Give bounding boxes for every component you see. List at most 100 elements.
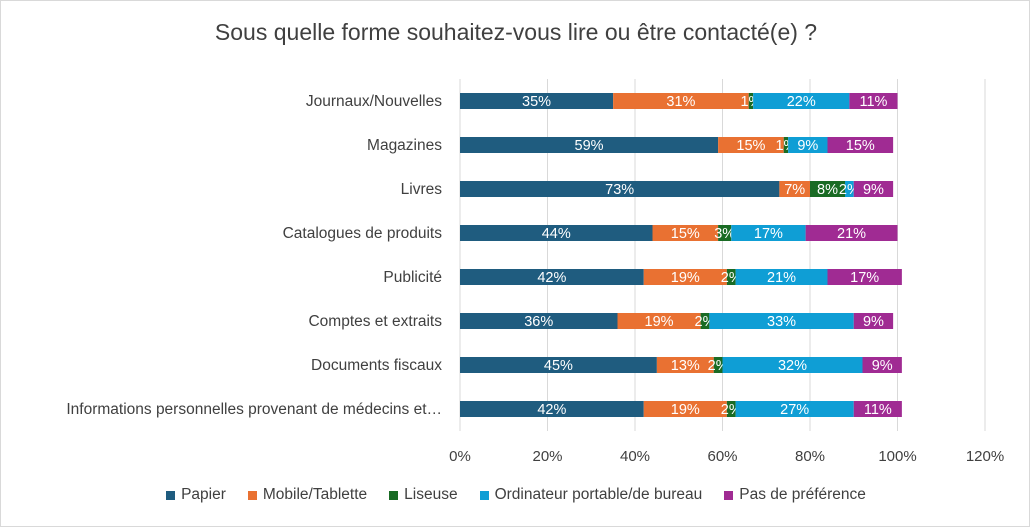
bar-segment: [827, 137, 894, 153]
bar-segment: [613, 93, 749, 109]
bar-segment: [845, 181, 854, 197]
data-label: 17%: [754, 226, 783, 242]
data-label: 7%: [784, 182, 805, 198]
bar-segment: [718, 137, 784, 153]
category-label: Journaux/Nouvelles: [306, 93, 442, 110]
bar-segment: [726, 401, 736, 417]
bar-segment: [779, 181, 810, 197]
bar-segment: [460, 269, 644, 285]
x-tick-label: 20%: [532, 448, 562, 465]
legend-swatch: [166, 490, 176, 500]
data-label: 59%: [575, 138, 604, 154]
legend-item: Papier: [166, 486, 226, 504]
bar-segment: [853, 401, 902, 417]
data-label: 27%: [780, 402, 809, 418]
data-label: 36%: [524, 314, 553, 330]
bar-segment: [460, 93, 614, 109]
data-label: 13%: [671, 358, 700, 374]
data-label: 44%: [542, 226, 571, 242]
data-label: 42%: [537, 270, 566, 286]
category-label: Comptes et extraits: [308, 313, 442, 330]
bar-segment: [722, 357, 863, 373]
data-label: 21%: [837, 226, 866, 242]
data-label: 19%: [671, 402, 700, 418]
bar-segment: [460, 357, 657, 373]
bar-segment: [460, 313, 618, 329]
data-label: 9%: [863, 314, 884, 330]
chart-legend: Papier Mobile/Tablette Liseuse Ordinateur p…: [1, 486, 1030, 504]
legend-item: Mobile/Tablette: [247, 486, 367, 504]
bar-segment: [700, 313, 710, 329]
data-label: 35%: [522, 94, 551, 110]
bar-segment: [718, 225, 732, 241]
legend-item: Ordinateur portable/de bureau: [479, 486, 703, 504]
data-label: 21%: [767, 270, 796, 286]
data-label: 11%: [864, 402, 892, 418]
category-label: Publicité: [383, 269, 442, 286]
legend-swatch: [247, 490, 257, 500]
bar-segment: [460, 137, 719, 153]
data-label: 15%: [671, 226, 700, 242]
data-label: 19%: [645, 314, 674, 330]
data-label: 8%: [817, 182, 838, 198]
bar-segment: [748, 93, 754, 109]
bar-segment: [788, 137, 828, 153]
category-label: Catalogues de produits: [283, 225, 443, 242]
bar-segment: [783, 137, 789, 153]
data-label: 11%: [859, 94, 887, 110]
bar-segment: [726, 269, 736, 285]
bar-segment: [735, 401, 854, 417]
legend-item: Liseuse: [389, 486, 458, 504]
bar-segment: [643, 401, 727, 417]
data-label: 9%: [863, 182, 884, 198]
legend-swatch: [479, 490, 489, 500]
data-label: 45%: [544, 358, 573, 374]
legend-swatch: [389, 490, 399, 500]
bar-segment: [656, 357, 714, 373]
bar-segment: [460, 401, 644, 417]
bar-segment: [713, 357, 723, 373]
data-label: 22%: [787, 94, 816, 110]
category-label: Informations personnelles provenant de m…: [66, 401, 442, 418]
bar-segment: [862, 357, 902, 373]
data-label: 3%: [714, 226, 735, 242]
data-label: 73%: [605, 182, 634, 198]
legend-label: Liseuse: [404, 486, 458, 503]
data-label: 17%: [850, 270, 879, 286]
category-label: Livres: [401, 181, 443, 198]
x-tick-label: 0%: [449, 448, 471, 465]
bar-segment: [460, 225, 653, 241]
data-label: 15%: [846, 138, 875, 154]
data-label: 19%: [671, 270, 700, 286]
legend-label: Ordinateur portable/de bureau: [494, 486, 703, 503]
data-label: 15%: [736, 138, 765, 154]
x-tick-label: 60%: [707, 448, 737, 465]
legend-label: Papier: [181, 486, 226, 503]
data-label: 32%: [778, 358, 807, 374]
data-label: 42%: [537, 402, 566, 418]
chart-title: Sous quelle forme souhaitez-vous lire ou…: [214, 19, 818, 45]
bar-segment: [735, 269, 828, 285]
bar-segment: [805, 225, 898, 241]
category-label: Magazines: [367, 137, 442, 154]
bar-segment: [827, 269, 902, 285]
bar-segment: [643, 269, 727, 285]
bar-segment: [460, 181, 780, 197]
data-label: 33%: [767, 314, 796, 330]
data-label: 9%: [797, 138, 818, 154]
bar-segment: [731, 225, 806, 241]
legend-swatch: [724, 490, 734, 500]
x-tick-label: 40%: [620, 448, 650, 465]
bar-segment: [853, 181, 894, 197]
x-tick-label: 120%: [966, 448, 1004, 465]
category-label: Documents fiscaux: [311, 357, 442, 374]
data-label: 9%: [872, 358, 893, 374]
bar-segment: [652, 225, 719, 241]
bar-segment: [753, 93, 850, 109]
bar-segment: [853, 313, 894, 329]
legend-label: Pas de préférence: [739, 486, 866, 503]
bar-segment: [709, 313, 854, 329]
data-label: 31%: [666, 94, 695, 110]
bar-segment: [810, 181, 845, 197]
